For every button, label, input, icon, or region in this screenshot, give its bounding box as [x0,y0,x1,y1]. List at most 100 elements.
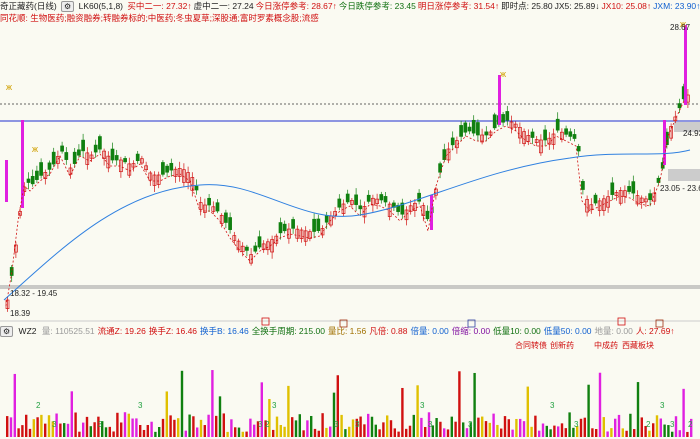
volume-bar [78,431,81,437]
candle-body [413,202,417,211]
volume-bar [690,418,693,437]
volume-mark: 3 [468,420,473,429]
volume-bar [192,416,195,437]
tag-contract-bond: 合同转债 [515,341,547,350]
candle-body [434,188,438,196]
volume-bar [393,428,396,437]
candle-body [551,133,556,145]
volume-bar [234,427,237,437]
volume-bar [344,429,347,437]
volume-bar [9,417,13,437]
volume-bar [158,427,161,437]
event-marker-icon [617,317,626,326]
header-item-7: JX10: 25.08↑ [601,1,652,11]
candle-body [564,128,568,135]
gray-band-right [668,169,700,181]
volume-bar [663,424,666,437]
volume-bar [481,416,484,437]
price-right-label: 24.93 [683,129,700,138]
volume-bar [579,418,583,437]
header-item-5: 即时点: 25.80 [501,1,553,11]
volume-bar [89,426,92,437]
volume-bar [576,426,579,437]
volume-bar [458,371,461,437]
volume-bar [25,414,28,437]
candle-body [345,193,350,203]
volume-bar [325,427,328,437]
volume-bar [652,423,655,437]
volume-bar [363,424,366,437]
volume-bar [47,415,51,437]
candle-body [131,163,136,168]
volume-bar [279,424,282,437]
candle-body [320,228,325,236]
candle-body [379,194,384,201]
event-marker-icon [467,319,476,328]
header-item-4: 明日涨停参考: 31.54↑ [417,1,500,11]
candle-body [602,198,606,211]
candle-body [148,172,153,181]
indicator-name[interactable]: WZ2 [18,326,37,336]
candle-body [194,185,199,191]
settings-icon[interactable]: ⚙ [61,1,75,12]
candle-body [425,210,430,220]
candle-body [648,193,652,201]
price-low-label: 18.39 [10,309,31,318]
candle-body [526,135,531,142]
candle-body [450,137,455,146]
volume-bar [177,418,180,437]
volume-bar [386,415,389,437]
candle-body [442,149,447,160]
volume-bar [606,431,609,437]
indicator-name[interactable]: LK60(5,1,8) [78,1,124,11]
volume-bar [378,429,381,437]
volume-bar [123,412,127,437]
candle-body [173,168,178,177]
volume-bar [674,416,678,437]
candle-body [135,153,140,162]
candle-body [547,137,552,145]
candle-body [140,158,144,164]
magenta-spike [498,75,501,125]
volume-bar [329,426,332,437]
candle-body [186,172,190,183]
volume-bar [640,417,643,437]
indicator-item-2: 换手Z: 16.46 [148,326,198,336]
candle-body [308,231,312,239]
event-marker-icon [339,319,348,328]
candle-body [215,202,220,212]
volume-bar [32,419,35,437]
candle-body [572,134,577,139]
volume-bar [226,431,229,437]
indicator-item-5: 量比: 1.56 [327,326,367,336]
candle-body [232,235,237,241]
indicator-icon[interactable]: ⚙ [0,326,14,337]
candle-body [261,243,266,251]
volume-bar [230,419,233,437]
indicator-item-1: 流通Z: 19.26 [97,326,146,336]
volume-bar [633,429,636,437]
ma-blue-line [3,149,691,301]
volume-bar [139,425,142,437]
volume-bar [321,413,324,437]
candle-body [568,131,573,137]
volume-bar [13,373,16,437]
volume-bar [97,416,100,437]
candle-body [72,151,77,164]
volume-mark: 3 [428,420,433,429]
candle-body [631,181,636,194]
candle-body [383,196,388,203]
volume-bar [291,417,294,437]
volume-bar [104,427,108,437]
volume-bar [614,418,617,437]
indicator-item-11: 地量: 0.00 [594,326,633,336]
candle-body [438,163,442,173]
volume-bar [28,428,32,437]
volume-mark: 3 [550,401,555,410]
volume-bar [150,421,153,437]
candle-body [161,162,165,175]
volume-bar [351,419,355,437]
candle-body [303,230,308,242]
candle-body [492,114,497,129]
